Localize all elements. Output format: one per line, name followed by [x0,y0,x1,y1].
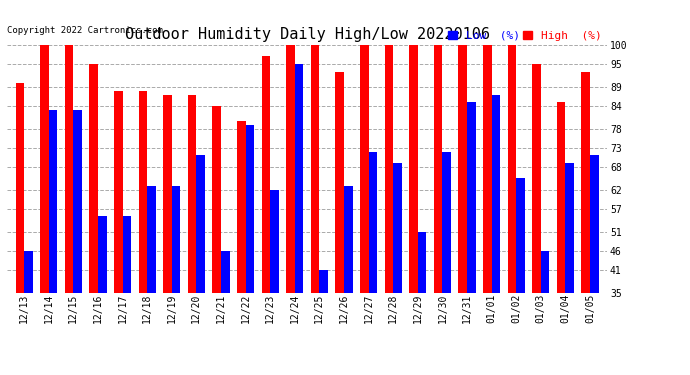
Bar [188,94,197,292]
Bar [458,45,467,292]
Bar [442,152,451,292]
Bar [393,163,402,292]
Bar [89,64,98,292]
Bar [417,232,426,292]
Bar [73,110,82,292]
Bar [221,251,230,292]
Bar [532,64,541,292]
Bar [590,155,599,292]
Bar [335,72,344,292]
Bar [24,251,32,292]
Bar [409,45,417,292]
Bar [114,91,123,292]
Bar [541,251,549,292]
Bar [197,155,205,292]
Bar [286,45,295,292]
Bar [262,56,270,292]
Bar [163,94,172,292]
Bar [483,45,491,292]
Bar [65,45,73,292]
Bar [360,45,368,292]
Bar [565,163,574,292]
Title: Outdoor Humidity Daily High/Low 20220106: Outdoor Humidity Daily High/Low 20220106 [125,27,489,42]
Bar [246,125,254,292]
Bar [139,91,147,292]
Bar [40,45,49,292]
Bar [295,64,304,292]
Bar [467,102,475,292]
Bar [557,102,565,292]
Bar [270,190,279,292]
Bar [213,106,221,292]
Bar [310,45,319,292]
Text: Copyright 2022 Cartronics.com: Copyright 2022 Cartronics.com [7,26,163,35]
Bar [319,270,328,292]
Bar [98,216,106,292]
Legend: Low  (%), High  (%): Low (%), High (%) [448,31,602,41]
Bar [147,186,156,292]
Bar [434,45,442,292]
Bar [123,216,131,292]
Bar [172,186,180,292]
Bar [237,121,246,292]
Bar [508,45,516,292]
Bar [344,186,353,292]
Bar [15,83,24,292]
Bar [582,72,590,292]
Bar [49,110,57,292]
Bar [384,45,393,292]
Bar [368,152,377,292]
Bar [516,178,525,292]
Bar [491,94,500,292]
